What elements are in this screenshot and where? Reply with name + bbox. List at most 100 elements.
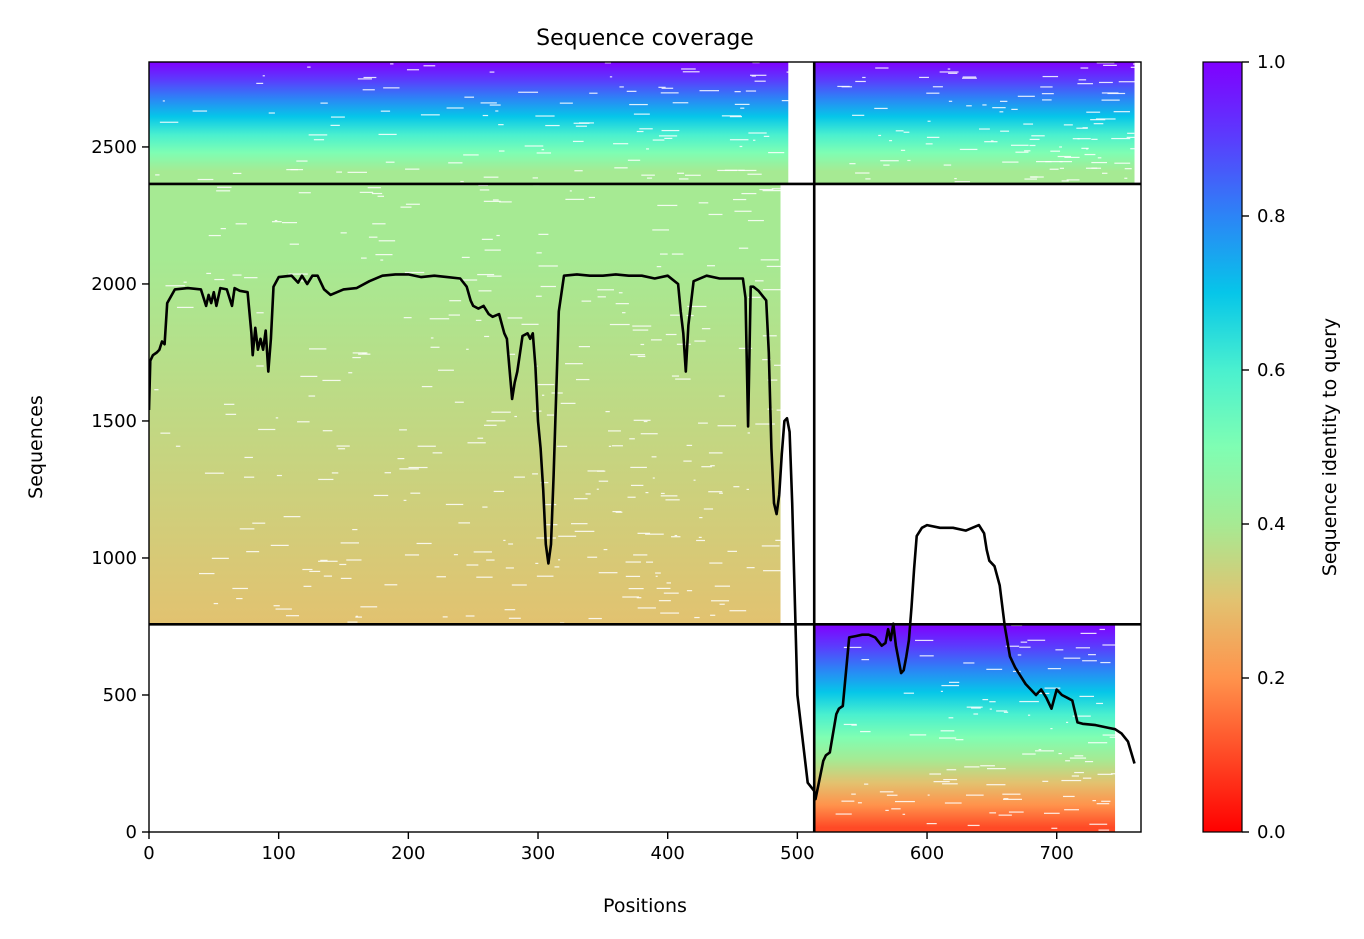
colorbar-tick-label: 0.6 (1257, 360, 1286, 381)
coverage-gap (633, 113, 650, 115)
coverage-gap (709, 562, 723, 564)
coverage-gap (1011, 108, 1018, 111)
coverage-gap (943, 778, 958, 781)
coverage-block (814, 624, 1116, 832)
coverage-gap (698, 422, 708, 424)
coverage-gap (996, 710, 1008, 712)
coverage-gap (919, 655, 934, 657)
coverage-gap (262, 75, 265, 77)
coverage-gap (1091, 161, 1108, 164)
coverage-gap (1084, 153, 1096, 156)
coverage-gap (661, 129, 680, 132)
coverage-gap (636, 597, 642, 599)
coverage-gap (754, 80, 766, 82)
coverage-gap (565, 198, 585, 200)
coverage-gap (955, 739, 964, 741)
coverage-gap (347, 621, 358, 623)
coverage-gap (432, 452, 443, 454)
coverage-gap (1040, 86, 1053, 88)
coverage-line (149, 273, 1136, 801)
coverage-gap (518, 91, 539, 93)
coverage-gap (1079, 695, 1094, 698)
coverage-gap (478, 184, 489, 186)
coverage-gap (1024, 178, 1037, 180)
coverage-gap (377, 195, 385, 197)
coverage-gap (338, 448, 346, 450)
coverage-gap (741, 192, 757, 195)
coverage-gap (1003, 711, 1009, 713)
coverage-gap (535, 383, 555, 386)
coverage-gap (776, 409, 784, 411)
coverage-gap (698, 536, 702, 539)
coverage-gap (1042, 75, 1059, 78)
coverage-gap (611, 445, 623, 447)
coverage-gap (660, 612, 680, 614)
coverage-gap (639, 128, 653, 130)
coverage-gap (622, 312, 626, 314)
coverage-gap (1133, 63, 1139, 65)
coverage-gap (992, 107, 1006, 109)
coverage-gap (475, 319, 482, 321)
coverage-gap (629, 103, 648, 106)
coverage-gap (946, 769, 957, 771)
coverage-gap (664, 137, 673, 139)
coverage-gap (225, 413, 237, 415)
coverage-gap (633, 554, 648, 556)
coverage-gap (410, 492, 421, 494)
coverage-gap (204, 472, 224, 474)
colorbar-label: Sequence identity to query (1319, 318, 1341, 576)
coverage-gap (1110, 773, 1131, 775)
coverage-gap (841, 800, 855, 802)
coverage-gap (1093, 123, 1104, 125)
coverage-gap (360, 606, 378, 608)
coverage-gap (403, 317, 412, 319)
coverage-gap (524, 145, 544, 147)
coverage-gap (1130, 66, 1141, 68)
coverage-gap (588, 196, 595, 199)
coverage-gap (405, 168, 420, 170)
coverage-gap (986, 668, 1003, 670)
coverage-gap (670, 314, 683, 316)
coverage-gap (693, 479, 696, 481)
coverage-gap (864, 783, 869, 785)
coverage-gap (729, 116, 743, 118)
coverage-gap (1096, 62, 1115, 64)
coverage-gap (1042, 99, 1052, 101)
coverage-gap (406, 69, 420, 71)
coverage-blocks (149, 62, 1135, 832)
coverage-gap (658, 600, 671, 602)
coverage-gap (626, 90, 637, 92)
coverage-gap (625, 575, 641, 578)
coverage-gap (1081, 147, 1089, 149)
coverage-gap (330, 124, 340, 126)
coverage-gap (637, 355, 646, 358)
coverage-gap (650, 339, 662, 341)
coverage-gap (535, 115, 555, 117)
coverage-gap (609, 323, 630, 326)
coverage-gap (513, 476, 525, 478)
coverage-gap (476, 576, 493, 578)
coverage-gap (965, 794, 984, 796)
coverage-gap (384, 472, 392, 474)
x-tick-label: 0 (143, 843, 154, 864)
coverage-gap (283, 516, 301, 518)
coverage-gap (763, 135, 770, 137)
coverage-gap (971, 707, 981, 709)
coverage-gap (656, 266, 662, 268)
coverage-gap (223, 403, 235, 405)
coverage-gap (1055, 649, 1064, 651)
coverage-gap (651, 456, 657, 458)
coverage-gap (256, 312, 264, 314)
coverage-gap (256, 365, 264, 367)
coverage-gap (746, 488, 749, 491)
coverage-gap (940, 730, 955, 732)
coverage-gap (246, 551, 260, 553)
coverage-gap (1102, 644, 1116, 646)
coverage-gap (740, 107, 745, 109)
coverage-gap (721, 115, 742, 117)
coverage-gap (1102, 734, 1121, 736)
coverage-gap (703, 508, 714, 510)
coverage-gap (852, 114, 865, 116)
coverage-gap (575, 125, 587, 127)
coverage-gap (729, 139, 749, 141)
